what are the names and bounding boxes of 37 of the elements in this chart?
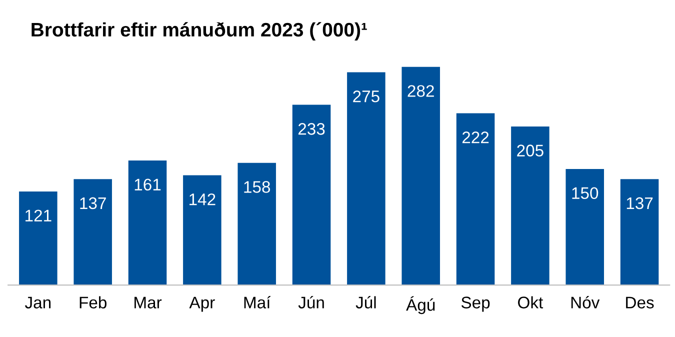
bar [128, 160, 167, 286]
bar [238, 162, 276, 286]
chart-title: Brottfarir eftir mánuðum 2023 (´000)¹ [32, 22, 367, 40]
x-tick-label: Mar [134, 296, 162, 308]
x-tick-label: Maí [244, 296, 271, 308]
data-label: 275 [353, 90, 380, 102]
bar [183, 175, 222, 286]
bar [74, 179, 112, 286]
bar [456, 113, 495, 286]
bar [292, 104, 331, 286]
bar [511, 126, 550, 286]
data-label: 150 [572, 187, 598, 200]
bar [566, 169, 604, 286]
data-label: 121 [26, 210, 52, 222]
x-tick-label: Jún [298, 296, 324, 308]
x-tick-label: Feb [80, 296, 106, 308]
data-label: 222 [462, 132, 489, 144]
x-tick-label: Sep [461, 296, 490, 312]
bar [620, 179, 659, 286]
data-label: 161 [134, 178, 161, 191]
x-tick-label: Okt [518, 296, 544, 308]
data-label: 233 [298, 123, 325, 135]
x-tick-label: Jan [24, 296, 51, 308]
data-label: 142 [190, 193, 216, 206]
data-label: 282 [408, 85, 434, 97]
x-tick-label: Ágú [406, 296, 435, 314]
data-label: 137 [626, 197, 653, 210]
x-tick-label: Nóv [571, 296, 600, 308]
bar [402, 66, 440, 286]
x-tick-label: Des [626, 296, 654, 308]
data-label: 158 [244, 181, 270, 193]
x-tick-label: Júl [356, 296, 376, 308]
bar [19, 191, 58, 286]
x-tick-label: Apr [189, 296, 215, 312]
data-label: 205 [517, 144, 544, 156]
data-label: 137 [80, 197, 106, 210]
bar [347, 72, 386, 286]
